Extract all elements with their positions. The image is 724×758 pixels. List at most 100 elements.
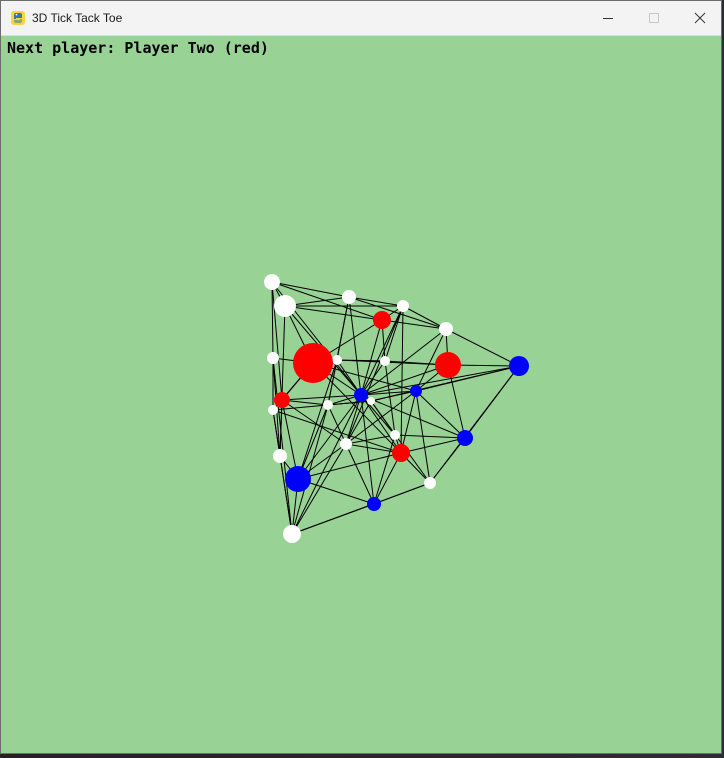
- board-edge: [327, 404, 347, 445]
- cell-player-one[interactable]: [509, 356, 529, 376]
- board-edge: [297, 478, 375, 505]
- board-edge: [271, 281, 274, 359]
- board-edge: [429, 437, 466, 484]
- board-edge: [281, 399, 347, 445]
- cell-empty[interactable]: [264, 274, 280, 290]
- board-edge: [345, 305, 404, 445]
- board-edge: [384, 360, 396, 436]
- board-edge: [360, 394, 466, 439]
- board-edge: [370, 390, 417, 402]
- board-edge: [445, 328, 520, 367]
- board-edge: [345, 434, 396, 445]
- board-edge: [360, 365, 520, 396]
- board-edge: [291, 404, 329, 535]
- board-edge: [400, 305, 404, 454]
- board-edge: [281, 399, 299, 480]
- board-edge: [297, 452, 402, 480]
- board-graph[interactable]: [1, 35, 721, 753]
- cell-empty[interactable]: [274, 295, 296, 317]
- cell-empty[interactable]: [390, 430, 400, 440]
- title-bar[interactable]: 3D Tick Tack Toe: [1, 1, 721, 36]
- board-edge: [384, 305, 404, 362]
- cell-player-two[interactable]: [274, 392, 290, 408]
- board-edge: [291, 394, 362, 535]
- cell-player-one[interactable]: [285, 466, 311, 492]
- board-edge: [291, 443, 347, 535]
- board-edge: [402, 305, 447, 330]
- board-edge: [415, 390, 431, 484]
- cell-empty[interactable]: [332, 355, 342, 365]
- board-edge: [345, 443, 375, 505]
- board-edge: [373, 434, 396, 505]
- python-snake-icon: [11, 11, 25, 25]
- cell-empty[interactable]: [367, 397, 375, 405]
- cell-player-one[interactable]: [457, 430, 473, 446]
- board-edge: [297, 359, 338, 480]
- cell-empty[interactable]: [283, 525, 301, 543]
- board-edge: [272, 357, 293, 535]
- board-edge: [345, 443, 402, 454]
- board-edge: [348, 296, 447, 330]
- board-edge: [271, 281, 283, 401]
- board-edge: [297, 394, 362, 480]
- board-edge: [271, 281, 350, 298]
- close-button[interactable]: [677, 1, 721, 35]
- cell-player-two[interactable]: [435, 352, 461, 378]
- board-edge: [345, 390, 417, 445]
- cell-empty[interactable]: [273, 449, 287, 463]
- cell-empty[interactable]: [267, 352, 279, 364]
- board-edge: [400, 390, 417, 454]
- cell-player-one[interactable]: [367, 497, 381, 511]
- cell-player-two[interactable]: [373, 311, 391, 329]
- board-edge: [336, 359, 362, 396]
- board-edge: [279, 455, 293, 535]
- cell-empty[interactable]: [342, 290, 356, 304]
- maximize-button[interactable]: [631, 1, 677, 35]
- window-title: 3D Tick Tack Toe: [32, 11, 123, 25]
- board-edge: [327, 400, 372, 406]
- close-icon: [694, 12, 706, 24]
- next-player-label: Next player: Player Two (red): [7, 39, 269, 57]
- board-edge: [415, 328, 447, 392]
- board-edge: [297, 404, 329, 480]
- cell-empty[interactable]: [380, 356, 390, 366]
- board-edge: [348, 296, 362, 396]
- board-edge: [373, 452, 402, 505]
- cell-empty[interactable]: [268, 405, 278, 415]
- cell-player-one[interactable]: [354, 388, 368, 402]
- game-canvas[interactable]: Next player: Player Two (red): [1, 35, 721, 753]
- board-edge: [464, 365, 520, 439]
- board-edge: [271, 281, 383, 321]
- board-edge: [381, 319, 447, 330]
- cell-empty[interactable]: [424, 477, 436, 489]
- cell-empty[interactable]: [439, 322, 453, 336]
- board-edge: [360, 394, 402, 454]
- board-edge: [272, 409, 281, 457]
- board-edge: [291, 503, 375, 535]
- minimize-icon: [603, 18, 613, 19]
- board-edge: [345, 400, 372, 445]
- minimize-button[interactable]: [585, 1, 631, 35]
- board-edge: [281, 394, 362, 401]
- cell-player-one[interactable]: [410, 385, 422, 397]
- maximize-icon: [649, 13, 659, 23]
- board-edge: [360, 364, 449, 396]
- board-edge: [348, 296, 404, 307]
- board-edge: [394, 434, 466, 439]
- board-edge: [284, 305, 383, 321]
- board-edge: [327, 359, 338, 406]
- board-edge: [360, 390, 417, 396]
- board-edge: [272, 409, 402, 454]
- cell-player-two[interactable]: [392, 444, 410, 462]
- board-edge: [370, 400, 431, 484]
- board-edge: [360, 319, 383, 396]
- board-edge: [360, 305, 404, 396]
- cell-empty[interactable]: [397, 300, 409, 312]
- cell-empty[interactable]: [340, 438, 352, 450]
- board-edge: [360, 394, 375, 505]
- cell-player-two[interactable]: [293, 343, 333, 383]
- board-edge: [415, 390, 466, 439]
- cell-empty[interactable]: [323, 400, 333, 410]
- board-edge: [400, 437, 466, 454]
